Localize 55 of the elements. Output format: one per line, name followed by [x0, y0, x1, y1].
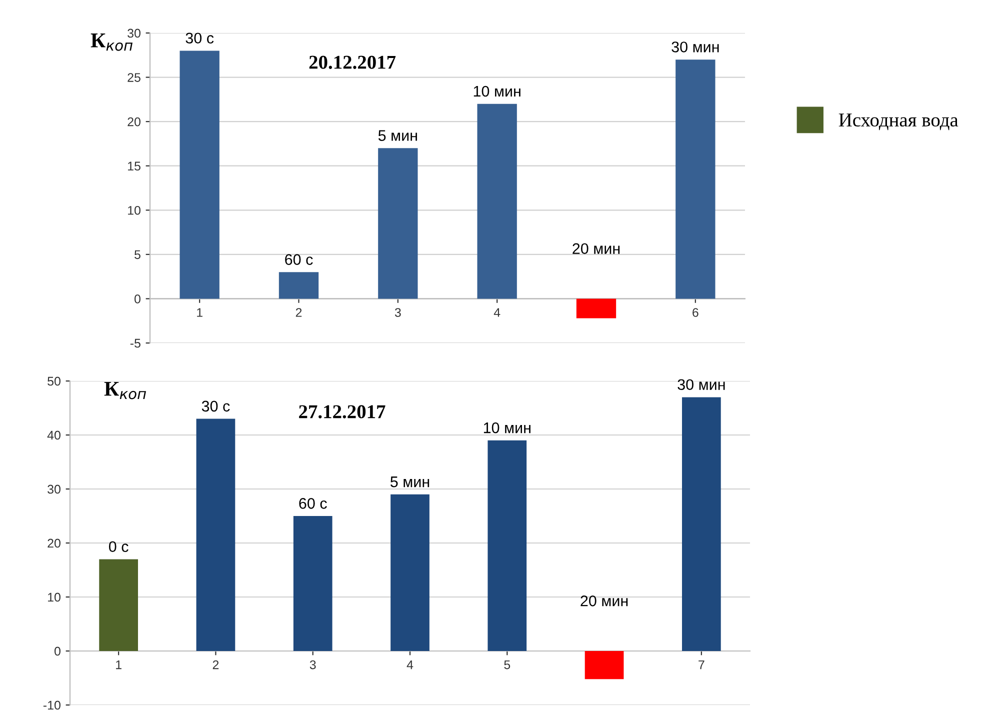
annotation: 20 мин: [572, 243, 620, 254]
x-tick-label: 4: [494, 308, 500, 317]
y-tick-label: 30: [48, 484, 60, 494]
bar: [278, 272, 319, 299]
bar: [99, 559, 138, 651]
x-tick-label: 4: [406, 660, 414, 670]
bar: [293, 516, 332, 651]
bar: [196, 418, 236, 651]
x-tick-label: 3: [394, 308, 401, 317]
annotation: 30 мин: [672, 42, 719, 52]
text: 20.12.2017: [309, 56, 396, 69]
bar: [584, 651, 624, 680]
x-tick-label: 1: [197, 308, 202, 317]
y-tick-label: 15: [128, 162, 140, 171]
x-tick-label: 2: [212, 660, 219, 670]
x-tick-label: 1: [116, 660, 122, 670]
annotation: 5 мин: [390, 476, 430, 488]
y-tick-label: 10: [48, 592, 60, 602]
annotation: 60 с: [299, 498, 327, 509]
annotation: 30 мин: [678, 379, 725, 390]
bar: [576, 298, 616, 318]
bar: [682, 397, 721, 651]
text: 27.12.2017: [299, 405, 386, 418]
y-tick-label: -5: [130, 338, 140, 348]
y-tick-label: 20: [48, 538, 60, 548]
x-tick-label: 5: [504, 660, 510, 670]
y-tick-label: 5: [134, 250, 140, 260]
annotation: 10 мин: [484, 422, 530, 434]
annotation: 20 мин: [580, 595, 628, 606]
bar: [378, 148, 418, 299]
y-axis-title: К$_{коп}$: [104, 382, 146, 400]
x-tick-label: 3: [310, 660, 316, 670]
x-tick-label: 6: [692, 308, 698, 317]
annotation: 30 с: [186, 32, 214, 44]
legend-label: Исходная вода: [838, 114, 958, 130]
annotation: 60 с: [285, 254, 313, 265]
y-tick-label: 0: [54, 646, 60, 656]
annotation: 0 с: [108, 541, 128, 552]
y-tick-label: 20: [128, 117, 140, 126]
y-tick-label: 0: [134, 294, 140, 304]
annotation: 10 мин: [474, 86, 520, 97]
y-tick-label: -10: [43, 700, 60, 710]
annotation: 5 мин: [378, 130, 417, 141]
bar: [390, 494, 430, 651]
y-tick-label: 50: [48, 376, 60, 386]
bar: [676, 60, 716, 299]
bar: [488, 440, 527, 651]
bar: [477, 104, 517, 299]
x-tick-label: 7: [698, 660, 704, 670]
y-tick-label: 25: [128, 73, 140, 82]
y-tick-label: 10: [128, 206, 140, 215]
x-tick-label: 2: [296, 308, 302, 317]
annotation: 30 с: [202, 400, 230, 412]
y-tick-label: 40: [47, 430, 60, 440]
bar: [180, 50, 220, 299]
